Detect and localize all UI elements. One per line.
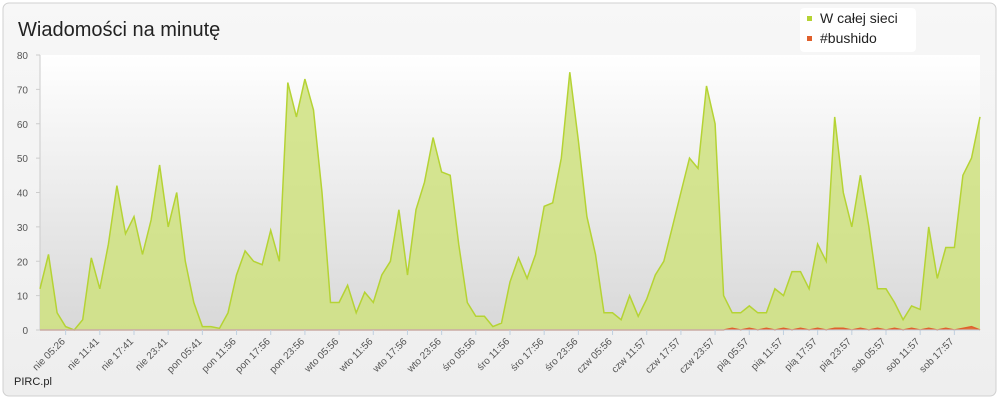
area xyxy=(40,72,980,330)
legend-label: #bushido xyxy=(820,30,877,46)
y-tick-label: 70 xyxy=(17,85,29,96)
legend-swatch xyxy=(807,36,812,41)
line xyxy=(39,72,981,331)
chart-title: Wiadomości na minutę xyxy=(18,19,220,41)
legend-box xyxy=(800,8,916,52)
y-tick-label: 60 xyxy=(17,120,29,131)
y-tick-label: 50 xyxy=(17,154,29,165)
legend-label: W całej sieci xyxy=(820,10,898,26)
credit: PIRC.pl xyxy=(14,376,52,388)
y-tick-label: 40 xyxy=(17,189,29,200)
y-tick-label: 80 xyxy=(17,51,29,62)
y-tick-label: 30 xyxy=(17,223,29,234)
y-tick-label: 20 xyxy=(17,257,29,268)
y-tick-label: 0 xyxy=(22,326,28,337)
y-tick-label: 10 xyxy=(17,292,29,303)
legend-swatch xyxy=(807,16,812,21)
